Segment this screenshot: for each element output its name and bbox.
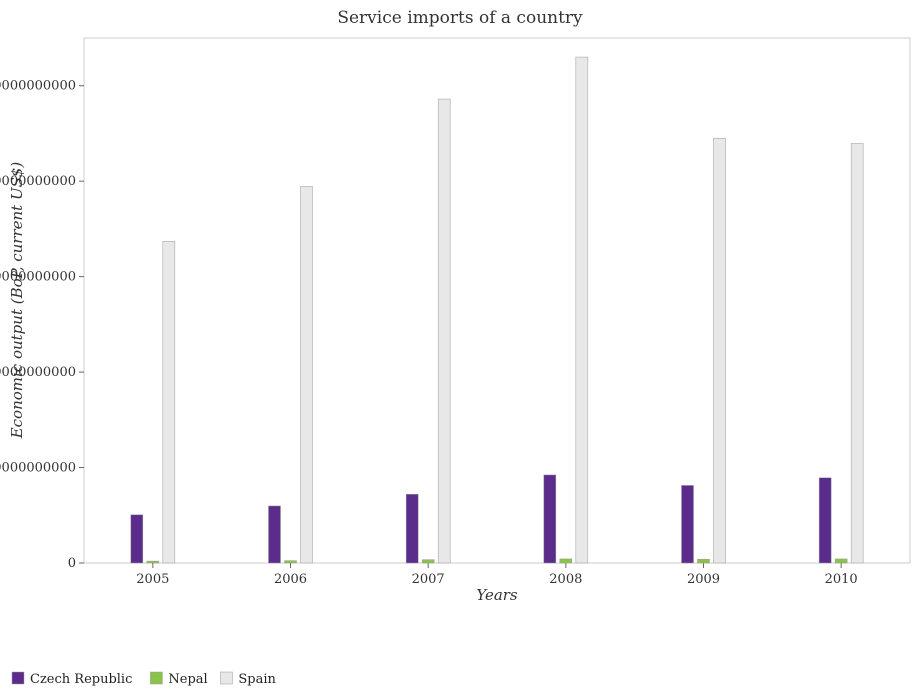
bar-spain-2010 (850, 143, 864, 564)
x-tick-label: 2005 (136, 572, 169, 587)
y-axis: 0 20000000000 40000000000 60000000000 800000… (0, 79, 84, 571)
bar-nepal-2009 (697, 558, 710, 564)
y-tick-label: 80000000000 (0, 174, 76, 189)
y-axis-title: Economic output (BoP, current US$) (8, 162, 26, 440)
x-axis-title: Years (476, 586, 518, 604)
x-axis: 2005 2006 2007 2008 2009 2010 (136, 563, 858, 587)
x-tick-label: 2006 (274, 572, 307, 587)
legend-swatch (220, 671, 233, 685)
bar-spain-2007 (437, 98, 451, 564)
bar-spain-2006 (300, 186, 313, 564)
bar-czech-republic-2006 (268, 505, 281, 564)
x-tick-label: 2007 (412, 572, 445, 587)
bar-spain-2009 (713, 137, 726, 564)
bar-czech-republic-2008 (543, 474, 557, 564)
legend-swatch (150, 671, 163, 685)
bar-spain-2005 (162, 241, 176, 564)
bar-nepal-2006 (284, 560, 297, 564)
legend-label: Spain (238, 672, 276, 687)
x-tick-label: 2010 (825, 572, 858, 587)
chart-title: Service imports of a country (337, 8, 583, 28)
legend: Czech Republic Nepal Spain (11, 671, 277, 687)
x-tick-label: 2009 (687, 572, 720, 587)
bars-layer (130, 56, 864, 564)
y-tick-label: 20000000000 (0, 461, 76, 476)
y-tick-label: 40000000000 (0, 365, 76, 380)
legend-swatch (11, 671, 25, 685)
bar-spain-2008 (575, 56, 589, 564)
x-tick-label: 2008 (549, 572, 582, 587)
y-tick-label: 100000000000 (0, 79, 76, 94)
plot-area (83, 37, 911, 564)
y-tick-label: 60000000000 (0, 270, 76, 285)
bar-czech-republic-2010 (818, 477, 832, 564)
y-tick-label: 0 (68, 556, 76, 571)
bar-czech-republic-2005 (130, 514, 144, 564)
legend-label: Czech Republic (30, 672, 132, 687)
bar-czech-republic-2007 (405, 494, 419, 564)
bar-nepal-2008 (559, 558, 573, 564)
bar-nepal-2007 (421, 559, 435, 564)
bar-czech-republic-2009 (681, 485, 694, 564)
bar-nepal-2010 (834, 558, 848, 564)
bar-nepal-2005 (146, 560, 160, 564)
legend-label: Nepal (168, 672, 207, 687)
